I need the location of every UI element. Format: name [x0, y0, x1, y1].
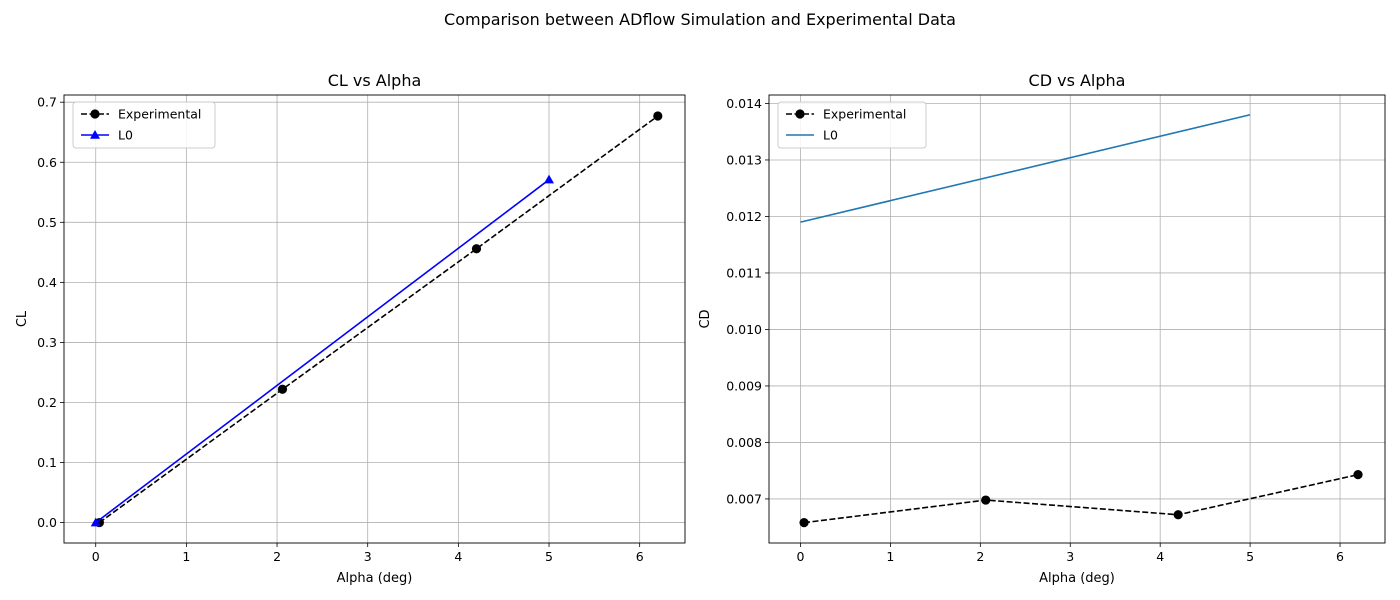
cl-chart-title: CL vs Alpha — [328, 71, 422, 90]
cd-x-tick-label: 5 — [1246, 549, 1254, 564]
figure-title: Comparison between ADflow Simulation and… — [444, 10, 956, 29]
cd-x-tick-label: 1 — [886, 549, 894, 564]
cl-legend-l0-label: L0 — [118, 128, 133, 143]
cl-experimental-point — [653, 111, 663, 121]
cl-legend-l0-marker — [90, 130, 100, 139]
cl-plot-frame — [63, 94, 686, 544]
cd-y-tick-label: 0.009 — [726, 378, 762, 393]
cd-x-axis-label: Alpha (deg) — [1039, 571, 1115, 586]
cl-x-tick-label: 5 — [545, 549, 553, 564]
cd-experimental-point — [1173, 510, 1183, 520]
cd-y-tick-label: 0.012 — [726, 209, 762, 224]
cl-x-tick-label: 4 — [454, 549, 462, 564]
cd-y-axis-label: CD — [698, 309, 713, 328]
cd-vs-alpha-chart: 0 1 2 3 4 5 6 0.007 0.008 0.009 0.010 0.011 0.012 0.0… — [698, 71, 1386, 586]
cl-l0-point — [90, 517, 101, 527]
cd-y-tick-label: 0.011 — [726, 265, 762, 280]
cl-x-tick-label: 0 — [92, 549, 100, 564]
cd-x-tick-label: 3 — [1066, 549, 1074, 564]
cd-plot-frame — [768, 94, 1386, 544]
cd-legend-l0-label: L0 — [823, 128, 838, 143]
cd-series-experimental-line — [803, 473, 1359, 524]
cd-chart-title: CD vs Alpha — [1029, 71, 1126, 90]
cl-experimental-point — [471, 244, 482, 254]
cd-legend-experimental-label: Experimental — [823, 107, 906, 122]
cl-x-tick-label: 1 — [182, 549, 190, 564]
cd-x-tick-label: 4 — [1156, 549, 1164, 564]
cl-y-tick-label: 0.1 — [37, 455, 57, 470]
cd-y-tick-label: 0.010 — [726, 322, 762, 337]
cl-y-axis-label: CL — [15, 310, 30, 327]
cl-y-tick-label: 0.7 — [37, 95, 57, 110]
cl-series-experimental-line — [98, 115, 659, 524]
cd-x-tick-label: 0 — [796, 549, 804, 564]
cd-y-tick-label: 0.014 — [726, 96, 762, 111]
cl-x-tick-label: 3 — [364, 549, 372, 564]
cl-l0-point — [544, 174, 555, 184]
cl-x-tick-label: 2 — [273, 549, 281, 564]
cl-y-tick-label: 0.3 — [37, 335, 57, 350]
cd-x-tick-label: 2 — [976, 549, 984, 564]
cl-x-axis-label: Alpha (deg) — [337, 571, 413, 586]
cl-experimental-point — [277, 384, 288, 394]
cl-vs-alpha-chart: 0 1 2 3 4 5 6 0.0 0.1 0.2 0.3 0.4 0.5 0.6 0.7 CL vs Alp… — [15, 71, 686, 586]
cd-x-tick-label: 6 — [1336, 549, 1344, 564]
cl-legend-experimental-marker — [90, 109, 100, 119]
cl-y-tick-label: 0.6 — [37, 155, 57, 170]
cl-y-tick-label: 0.5 — [37, 215, 57, 230]
cl-series-l0-line — [95, 179, 550, 524]
cd-y-tick-label: 0.013 — [726, 152, 762, 167]
cl-y-tick-label: 0.2 — [37, 395, 57, 410]
cd-experimental-point — [981, 495, 991, 505]
cl-y-tick-label: 0.0 — [37, 515, 57, 530]
cd-experimental-point — [799, 518, 809, 528]
cl-legend-experimental-label: Experimental — [118, 107, 201, 122]
cl-legend: Experimental L0 — [72, 101, 216, 149]
cd-y-tick-label: 0.007 — [726, 491, 762, 506]
cl-y-tick-label: 0.4 — [37, 275, 57, 290]
cd-series-l0-line — [800, 113, 1251, 223]
cd-legend-experimental-marker — [795, 109, 805, 119]
cd-legend: Experimental L0 — [777, 101, 927, 149]
cd-experimental-point — [1353, 470, 1363, 480]
cd-legend-box — [777, 101, 927, 149]
cl-x-tick-label: 6 — [636, 549, 644, 564]
cd-y-tick-label: 0.008 — [726, 435, 762, 450]
